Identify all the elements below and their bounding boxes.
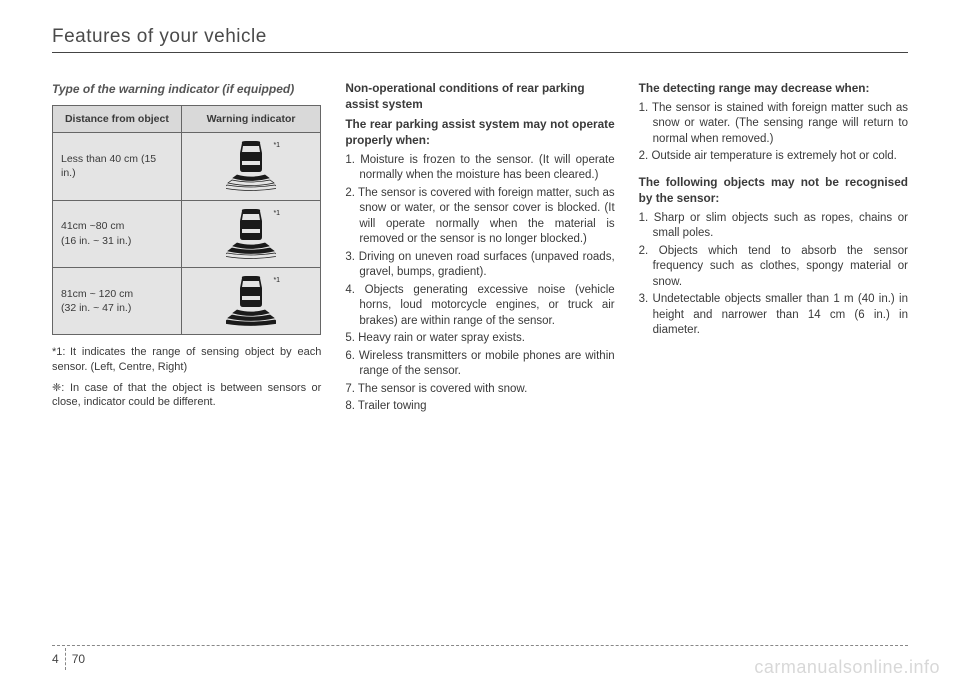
col3-heading-2: The following objects may not be recogni… [639,175,908,207]
list-item: 1. Sharp or slim objects such as ropes, … [639,211,908,242]
indicator-cell: *1 [181,133,321,200]
footnote-symbol: ❈:In case of that the object is between … [52,381,321,411]
footnote-star1: *1:It indicates the range of sensing obj… [52,345,321,375]
table-row: 81cm ~ 120 cm (32 in. ~ 47 in.) *1 [53,267,321,334]
col3-list-1: 1. The sensor is stained with foreign ma… [639,101,908,165]
list-item: 5. Heavy rain or water spray exists. [345,331,614,347]
list-item: 1. The sensor is stained with foreign ma… [639,101,908,148]
col2-subheading: The rear parking assist system may not o… [345,117,614,149]
watermark: carmanualsonline.info [754,657,940,678]
column-1: Type of the warning indicator (if equipp… [52,81,321,425]
col2-heading: Non-operational conditions of rear parki… [345,81,614,113]
footnote-star1-text: It indicates the range of sensing object… [52,346,321,373]
column-3: The detecting range may decrease when: 1… [639,81,908,425]
list-item: 3. Driving on uneven road surfaces (unpa… [345,250,614,281]
col3-list-2: 1. Sharp or slim objects such as ropes, … [639,211,908,339]
footer-rule [52,645,908,646]
page-num: 70 [72,648,85,670]
car-indicator-icon: *1 [226,207,276,257]
warning-indicator-heading: Type of the warning indicator (if equipp… [52,81,321,97]
table-header-distance: Distance from object [53,106,182,133]
indicator-cell: *1 [181,200,321,267]
footnote-symbol-prefix: ❈: [52,381,70,396]
distance-cell: 41cm ~80 cm (16 in. ~ 31 in.) [53,200,182,267]
list-item: 2. The sensor is covered with foreign ma… [345,186,614,248]
list-item: 6. Wireless transmitters or mobile phone… [345,349,614,380]
section-title: Features of your vehicle [52,26,908,48]
list-item: 7. The sensor is covered with snow. [345,382,614,398]
list-item: 1. Moisture is frozen to the sensor. (It… [345,153,614,184]
indicator-cell: *1 [181,267,321,334]
table-header-indicator: Warning indicator [181,106,321,133]
list-item: 2. Objects which tend to absorb the sens… [639,244,908,291]
distance-cell: Less than 40 cm (15 in.) [53,133,182,200]
table-row: Less than 40 cm (15 in.) *1 [53,133,321,200]
distance-cell: 81cm ~ 120 cm (32 in. ~ 47 in.) [53,267,182,334]
warning-indicator-table: Distance from object Warning indicator L… [52,105,321,335]
footnote-symbol-text: In case of that the object is between se… [52,382,321,409]
col3-heading-1: The detecting range may decrease when: [639,81,908,97]
list-item: 4. Objects generating excessive noise (v… [345,283,614,330]
header-rule [52,52,908,53]
list-item: 8. Trailer towing [345,399,614,415]
page-number: 4 70 [52,648,85,670]
car-indicator-icon: *1 [226,274,276,324]
col2-list: 1. Moisture is frozen to the sensor. (It… [345,153,614,415]
chapter-number: 4 [52,648,66,670]
car-indicator-icon: *1 [226,139,276,189]
content-columns: Type of the warning indicator (if equipp… [52,81,908,425]
list-item: 2. Outside air temperature is extremely … [639,149,908,165]
footnote-star1-prefix: *1: [52,345,70,360]
list-item: 3. Undetectable objects smaller than 1 m… [639,292,908,339]
column-2: Non-operational conditions of rear parki… [345,81,614,425]
table-row: 41cm ~80 cm (16 in. ~ 31 in.) *1 [53,200,321,267]
